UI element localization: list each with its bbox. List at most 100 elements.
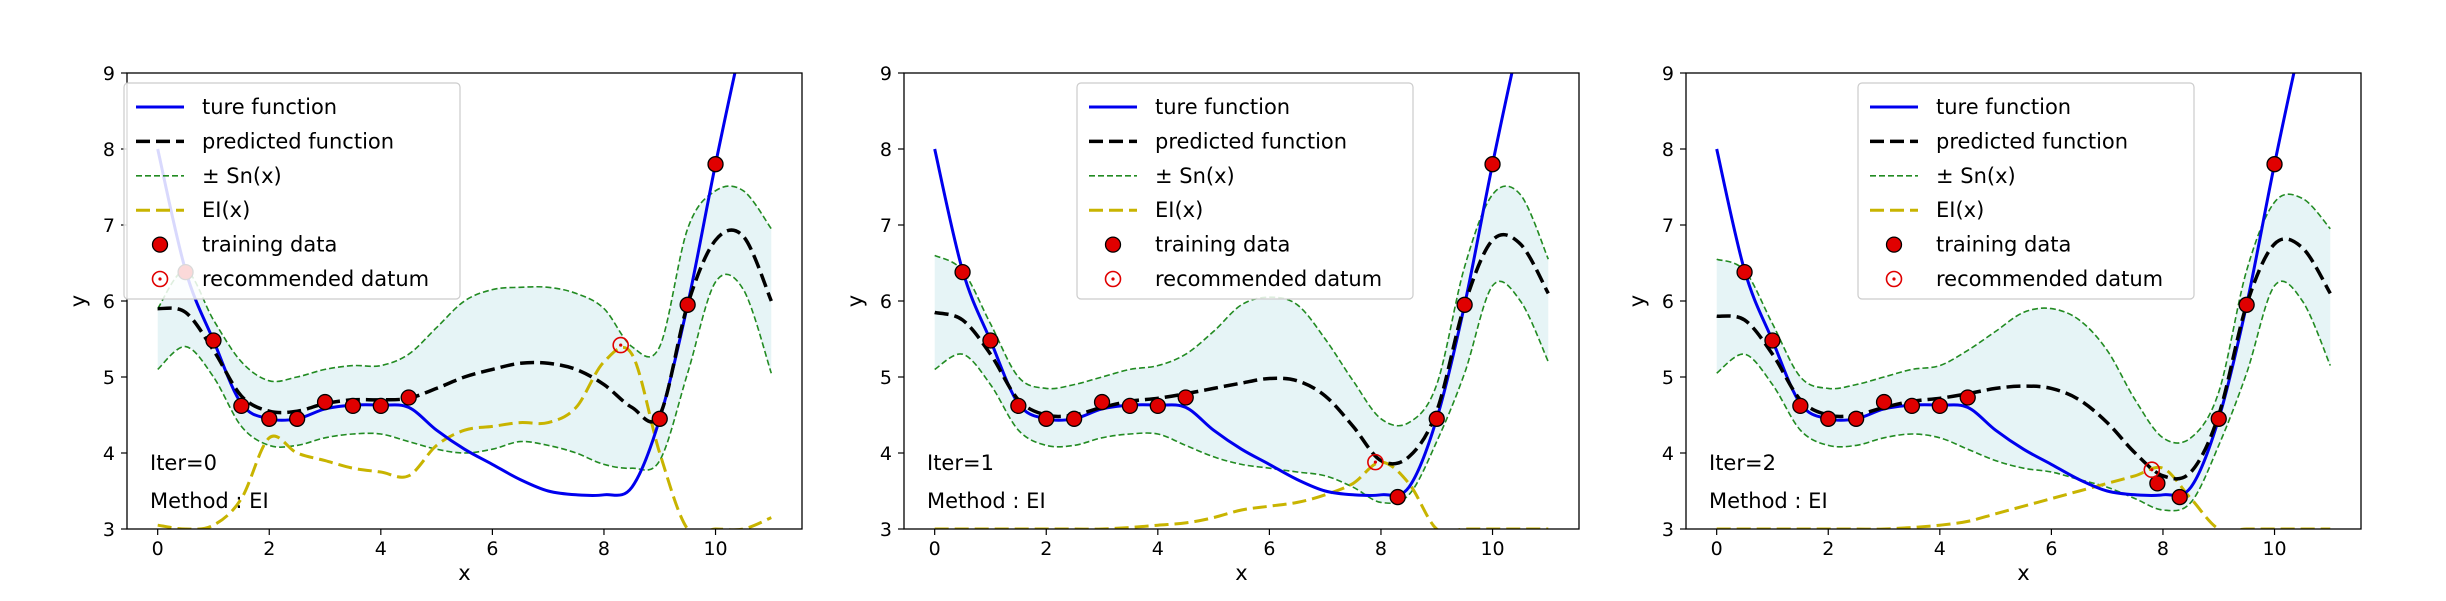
training-data-point xyxy=(1736,263,1753,281)
x-tick-label: 6 xyxy=(486,538,498,560)
y-tick-label: 7 xyxy=(1662,215,1674,237)
series-sn-lower xyxy=(1716,280,2332,512)
training-data-point xyxy=(2238,296,2255,313)
training-data-point xyxy=(400,389,417,406)
training-data-point xyxy=(1903,397,1921,415)
series-sn-upper xyxy=(1716,193,2331,444)
legend: ture function predicted function ± Sn(x) EI… xyxy=(123,82,461,300)
x-axis-label: x xyxy=(458,561,470,585)
legend-label: predicted function xyxy=(1155,129,1347,153)
legend-box xyxy=(1857,82,2195,300)
x-tick-label: 2 xyxy=(1822,538,1834,560)
training-data-point xyxy=(1177,389,1194,406)
legend-point-symbol xyxy=(1885,236,1903,253)
series-predicted-function xyxy=(157,228,773,424)
training-data-point xyxy=(1038,410,1055,427)
training-data-point xyxy=(1820,410,1837,427)
y-tick-label: 8 xyxy=(1662,139,1674,161)
legend-ring-symbol xyxy=(151,270,169,288)
y-axis-label: y xyxy=(1625,295,1649,307)
plot-area xyxy=(156,73,773,529)
chart-panel-1: 0 2 4 6 8 10 3 4 5 6 7 8 9 x y Iter=0 Method : EI ture fu… xyxy=(66,63,803,585)
x-tick-label: 0 xyxy=(152,538,164,560)
y-tick-label: 5 xyxy=(1662,367,1674,389)
training-data-point xyxy=(982,332,999,349)
legend-label: ture function xyxy=(1155,95,1290,119)
training-data-point xyxy=(1792,397,1809,415)
recommended-datum-dot xyxy=(2150,468,2154,472)
series-sn-upper xyxy=(157,185,772,383)
recommended-datum-ring xyxy=(1367,453,1384,471)
y-tick-label: 4 xyxy=(103,443,115,465)
training-data-point xyxy=(288,410,306,427)
y-tick-label: 8 xyxy=(103,139,115,161)
uncertainty-band xyxy=(157,186,772,471)
annotation-method: Method : EI xyxy=(1709,489,1828,513)
legend: ture function predicted function ± Sn(x) EI… xyxy=(1857,82,2195,300)
training-data-point xyxy=(1931,397,1948,415)
x-tick-label: 8 xyxy=(1375,538,1387,560)
legend-ring-symbol xyxy=(1104,270,1122,288)
training-data-point xyxy=(679,296,696,313)
y-tick-label: 6 xyxy=(880,291,892,313)
training-data-point xyxy=(707,156,724,173)
annotation-method: Method : EI xyxy=(150,489,269,513)
legend-label: predicted function xyxy=(202,129,394,153)
x-tick-label: 4 xyxy=(1934,538,1946,560)
legend-label: ± Sn(x) xyxy=(1936,164,2016,188)
legend: ture function predicted function ± Sn(x) EI… xyxy=(1076,82,1414,300)
annotation-iter: Iter=1 xyxy=(927,451,994,475)
y-tick-label: 9 xyxy=(880,63,892,85)
uncertainty-band xyxy=(934,186,1549,504)
training-data-point xyxy=(1764,332,1781,349)
series-sn-lower xyxy=(157,273,773,471)
x-tick-label: 4 xyxy=(375,538,387,560)
legend-label: ± Sn(x) xyxy=(1155,164,1235,188)
x-tick-label: 10 xyxy=(703,538,727,560)
legend-label: training data xyxy=(1155,233,1290,257)
training-data-point xyxy=(2266,156,2283,173)
legend-label: training data xyxy=(1936,233,2071,257)
uncertainty-band xyxy=(1716,194,2331,511)
legend-label: training data xyxy=(202,233,337,257)
legend-ring-dot xyxy=(158,277,162,281)
recommended-datum-ring xyxy=(2143,461,2161,479)
y-tick-label: 4 xyxy=(880,443,892,465)
legend-label: recommended datum xyxy=(202,267,429,291)
legend-label: recommended datum xyxy=(1936,267,2163,291)
y-tick-label: 9 xyxy=(103,63,115,85)
plot-area xyxy=(933,73,1550,529)
legend-box xyxy=(1076,82,1414,300)
y-tick-label: 3 xyxy=(1662,519,1674,541)
training-data-point xyxy=(205,332,222,349)
training-data-point xyxy=(1428,410,1445,427)
training-data-point xyxy=(1010,397,1027,415)
recommended-datum-ring xyxy=(612,336,629,354)
training-data-point xyxy=(261,410,278,427)
x-tick-label: 10 xyxy=(1480,538,1504,560)
chart-panel-3: 0 2 4 6 8 10 3 4 5 6 7 8 9 x y Iter=2 Method : EI ture fu… xyxy=(1625,63,2362,585)
legend-label: recommended datum xyxy=(1155,267,1382,291)
training-data-point xyxy=(1121,397,1139,415)
legend-ring-dot xyxy=(1892,277,1896,281)
x-tick-label: 2 xyxy=(263,538,275,560)
y-axis-label: y xyxy=(66,295,90,307)
training-data-point xyxy=(651,410,668,427)
legend-label: EI(x) xyxy=(1155,198,1203,222)
y-tick-label: 5 xyxy=(880,367,892,389)
y-tick-label: 6 xyxy=(1662,291,1674,313)
x-tick-label: 6 xyxy=(1263,538,1275,560)
training-data-point xyxy=(233,397,250,415)
chart-panel-2: 0 2 4 6 8 10 3 4 5 6 7 8 9 x y Iter=1 Method : EI ture fu… xyxy=(843,63,1580,585)
training-data-point xyxy=(1959,389,1976,406)
legend-label: EI(x) xyxy=(1936,198,1984,222)
series-ei xyxy=(1716,465,2331,529)
legend-point-symbol xyxy=(1104,236,1122,253)
legend-label: ± Sn(x) xyxy=(202,164,282,188)
legend-point-symbol xyxy=(151,236,169,253)
legend-ring-dot xyxy=(1111,277,1115,281)
training-data-point xyxy=(372,397,389,415)
legend-ring-symbol xyxy=(1885,270,1903,288)
training-data-point xyxy=(2149,475,2166,492)
